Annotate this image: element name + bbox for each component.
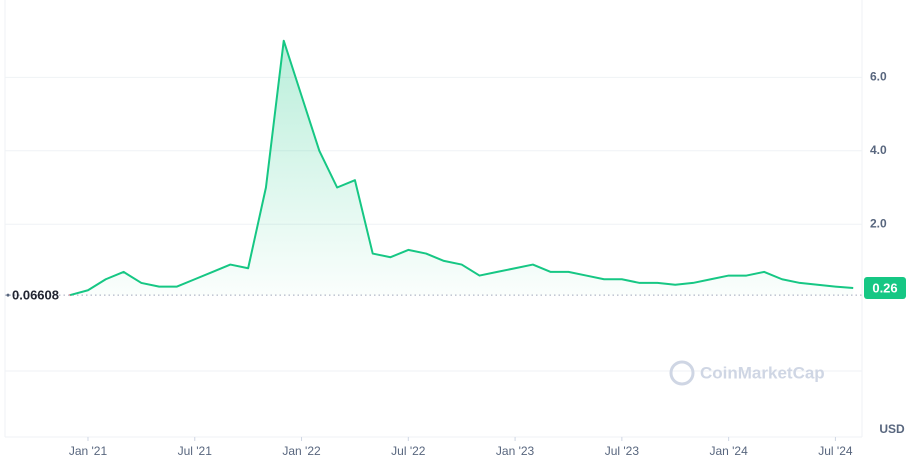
price-tag-label: 0.26 <box>872 280 897 295</box>
baseline-label: 0.06608 <box>12 288 59 303</box>
x-tick-label: Jul '23 <box>605 444 640 458</box>
watermark: CoinMarketCap <box>669 360 825 386</box>
y-tick-label: 6.0 <box>870 70 887 84</box>
plot <box>5 39 862 297</box>
price-tag <box>864 277 906 300</box>
y-tick-label: 2.0 <box>870 216 887 230</box>
watermark-text: CoinMarketCap <box>700 363 825 382</box>
x-tick-label: Jan '22 <box>282 444 321 458</box>
x-tick-label: Jan '23 <box>496 444 535 458</box>
x-tick-label: Jul '21 <box>178 444 213 458</box>
price-line <box>69 39 854 296</box>
x-tick-label: Jan '21 <box>69 444 108 458</box>
x-tick-label: Jul '22 <box>391 444 426 458</box>
y-axis-unit: USD <box>879 422 905 436</box>
x-tick-label: Jul '24 <box>818 444 853 458</box>
watermark-logo <box>669 360 695 386</box>
x-tick-label: Jan '24 <box>709 444 748 458</box>
baseline-dot <box>6 293 10 297</box>
y-tick-label: 4.0 <box>870 143 887 157</box>
area <box>70 40 854 296</box>
